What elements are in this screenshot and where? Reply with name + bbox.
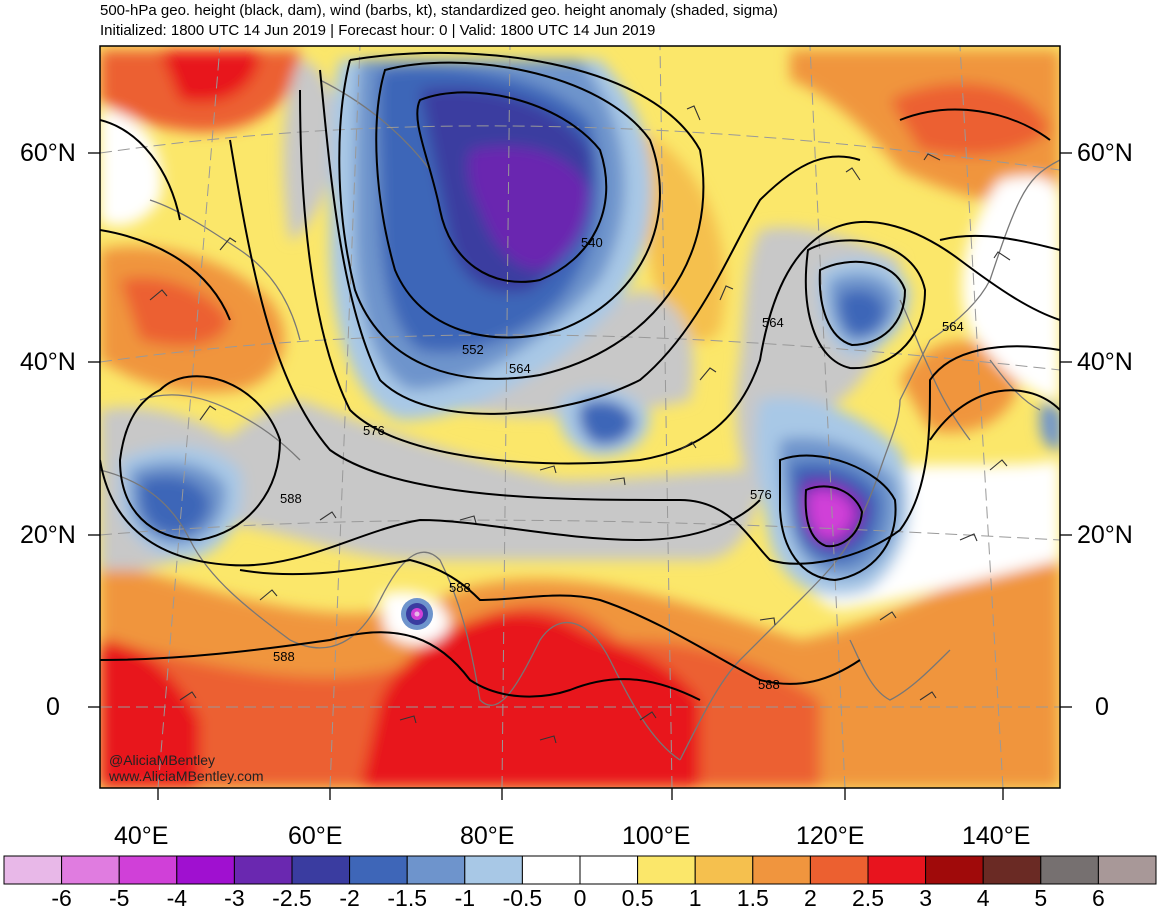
- colorbar-label: 2: [803, 885, 817, 911]
- colorbar-label: -0.5: [502, 885, 543, 911]
- anomaly-shading: [100, 46, 1060, 788]
- lat-label-left: 0: [46, 693, 60, 721]
- colorbar-label: 0.5: [621, 885, 654, 911]
- colorbar-label: -3: [224, 885, 245, 911]
- colorbar-label: 3: [919, 885, 932, 911]
- credit-handle: @AliciaMBentley: [109, 752, 216, 768]
- colorbar-swatch: [1040, 855, 1099, 885]
- contour-label: 588: [273, 649, 295, 664]
- lon-label: 60°E: [288, 822, 343, 850]
- contour-label: 564: [509, 361, 531, 376]
- contour-label: 576: [363, 423, 385, 438]
- lat-label-right: 0: [1095, 693, 1109, 721]
- lat-label-left: 40°N: [20, 348, 76, 376]
- colorbar-label: -2.5: [272, 885, 312, 911]
- colorbar-swatch: [867, 855, 927, 885]
- lat-label-left: 60°N: [20, 139, 76, 167]
- colorbar-label: -6: [51, 885, 72, 911]
- lon-label: 100°E: [622, 822, 691, 850]
- contour-label: 552: [462, 342, 484, 357]
- colorbar: [3, 855, 1157, 885]
- colorbar-label: 4: [976, 885, 990, 911]
- wind-barbs: [149, 105, 1011, 744]
- colorbar-label: -1.5: [387, 885, 428, 911]
- contour-label: 564: [762, 315, 784, 330]
- lon-label: 120°E: [796, 822, 865, 850]
- lat-label-left: 20°N: [20, 521, 76, 549]
- colorbar-label: 6: [1091, 885, 1105, 911]
- colorbar-swatch: [809, 855, 869, 885]
- colorbar-swatch: [694, 855, 754, 885]
- colorbar-swatch: [61, 855, 120, 885]
- colorbar-swatch: [349, 855, 408, 885]
- colorbar-swatch: [1097, 855, 1157, 885]
- colorbar-swatch: [925, 855, 984, 885]
- map-subtitle: Initialized: 1800 UTC 14 Jun 2019 | Fore…: [100, 22, 656, 39]
- contour-label: 588: [280, 491, 302, 506]
- colorbar-swatch: [3, 855, 63, 885]
- colorbar-swatch: [406, 855, 466, 885]
- colorbar-swatch: [752, 855, 811, 885]
- colorbar-swatch: [637, 855, 696, 885]
- colorbar-label: -1: [454, 885, 476, 911]
- colorbar-label: -4: [166, 885, 188, 911]
- colorbar-label: -5: [108, 885, 130, 911]
- lat-label-right: 60°N: [1077, 139, 1133, 167]
- contour-label: 588: [758, 677, 780, 692]
- colorbar-swatch: [521, 855, 581, 885]
- contour-label: 588: [449, 580, 471, 595]
- colorbar-label: 5: [1034, 885, 1048, 911]
- lon-label: 80°E: [460, 822, 515, 850]
- contour-label: 540: [581, 235, 603, 250]
- map-title: 500-hPa geo. height (black, dam), wind (…: [100, 2, 778, 19]
- contour-label: 564: [942, 319, 964, 334]
- contour-labels: 540 552 564 564 564 576 576 588 588 588 …: [273, 235, 964, 692]
- lon-label: 140°E: [962, 822, 1031, 850]
- colorbar-swatch: [464, 855, 523, 885]
- map-frame: [99, 45, 1061, 789]
- colorbar-swatch: [176, 855, 235, 885]
- colorbar-label: -2: [339, 885, 360, 911]
- lat-label-right: 40°N: [1077, 348, 1133, 376]
- colorbar-label: 2.5: [852, 885, 884, 911]
- colorbar-swatch: [118, 855, 178, 885]
- lat-label-right: 20°N: [1077, 521, 1133, 549]
- contour-label: 576: [750, 487, 772, 502]
- colorbar-swatch: [291, 855, 351, 885]
- colorbar-swatch: [579, 855, 639, 885]
- colorbar-label: 1: [688, 885, 702, 911]
- axis-ticks: [88, 152, 1072, 800]
- colorbar-label: 1.5: [736, 885, 769, 911]
- graticule: [100, 46, 1060, 788]
- credit-website[interactable]: www.AliciaMBentley.com: [109, 768, 264, 784]
- lon-label: 40°E: [114, 822, 169, 850]
- geopotential-height-contours: [100, 51, 1060, 701]
- colorbar-label: 0: [573, 885, 587, 911]
- colorbar-swatch: [233, 855, 293, 885]
- colorbar-swatch: [982, 855, 1042, 885]
